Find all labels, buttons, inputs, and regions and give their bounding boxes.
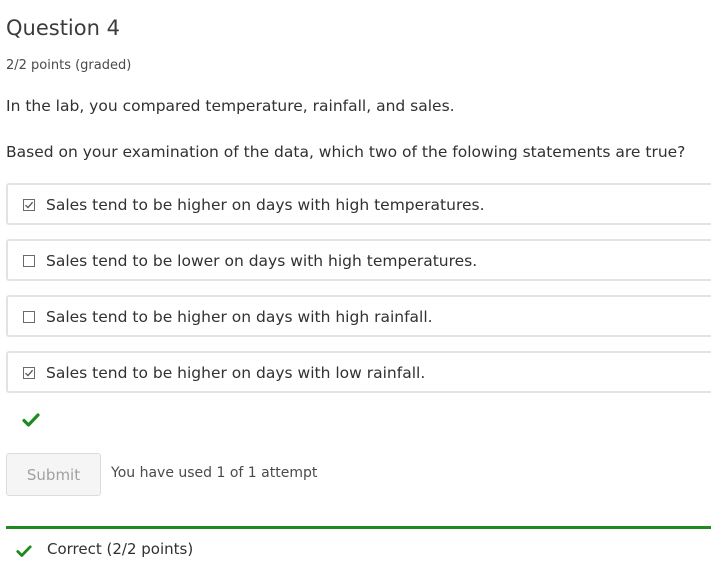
question-prompt: In the lab, you compared temperature, ra…: [6, 97, 455, 115]
question-instruction: Based on your examination of the data, w…: [6, 143, 686, 161]
choice-option-4[interactable]: Sales tend to be higher on days with low…: [6, 351, 711, 393]
result-message: Correct (2/2 points): [47, 540, 194, 558]
checkbox-empty-icon[interactable]: [23, 311, 35, 323]
points-status: 2/2 points (graded): [6, 58, 132, 73]
checkbox-checked-icon[interactable]: [23, 199, 35, 211]
submit-button[interactable]: Submit: [6, 453, 101, 496]
checkmark-icon: [22, 412, 40, 428]
attempts-text: You have used 1 of 1 attempt: [111, 465, 318, 481]
choice-label: Sales tend to be higher on days with hig…: [46, 308, 433, 326]
choice-option-1[interactable]: Sales tend to be higher on days with hig…: [6, 183, 711, 225]
choice-label: Sales tend to be lower on days with high…: [46, 252, 478, 270]
result-divider: [6, 526, 711, 529]
choice-label: Sales tend to be higher on days with low…: [46, 364, 426, 382]
checkbox-checked-icon[interactable]: [23, 367, 35, 379]
checkbox-empty-icon[interactable]: [23, 255, 35, 267]
choice-option-2[interactable]: Sales tend to be lower on days with high…: [6, 239, 711, 281]
choice-option-3[interactable]: Sales tend to be higher on days with hig…: [6, 295, 711, 337]
choice-label: Sales tend to be higher on days with hig…: [46, 196, 485, 214]
checkmark-icon: [16, 543, 32, 557]
question-title: Question 4: [6, 16, 120, 40]
